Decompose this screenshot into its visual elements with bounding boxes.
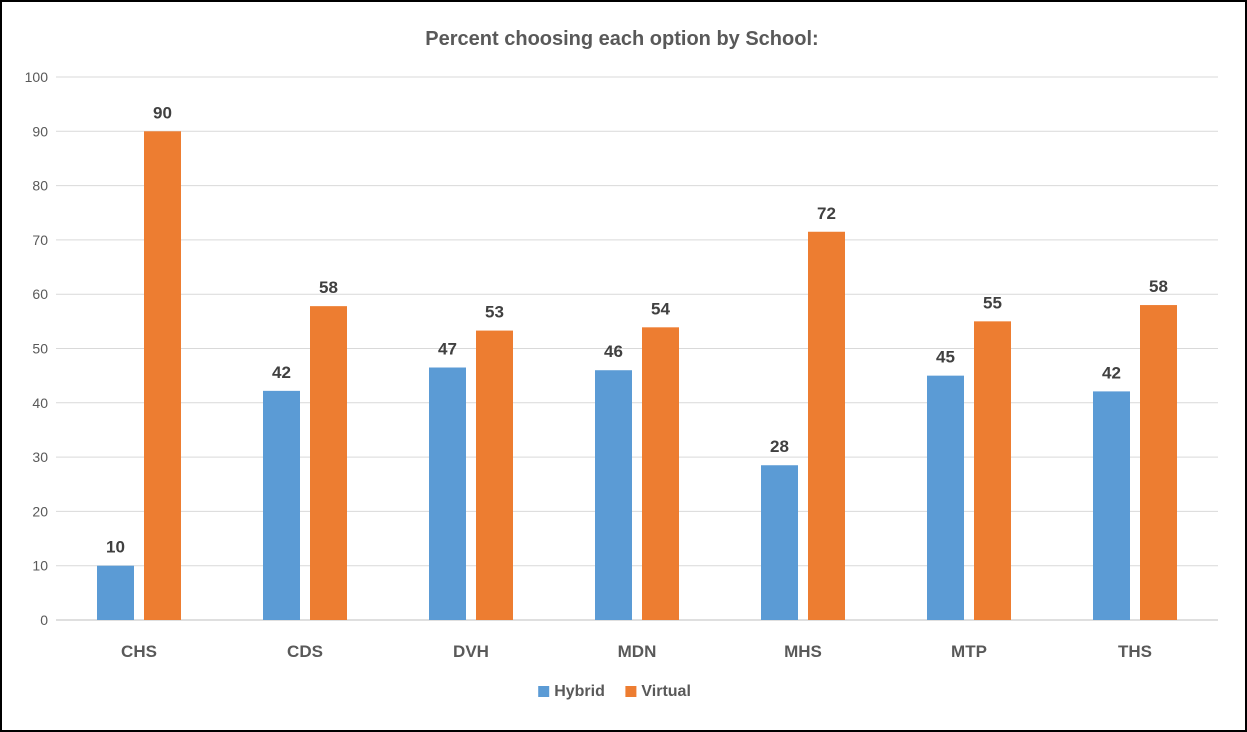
data-label: 58 (319, 278, 338, 297)
data-label: 42 (272, 363, 291, 382)
y-tick-label: 30 (32, 449, 48, 465)
bar-virtual-chs (144, 131, 181, 621)
data-label: 53 (485, 303, 504, 322)
data-label: 45 (936, 348, 955, 367)
y-tick-label: 60 (32, 286, 48, 302)
bar-virtual-mhs (808, 231, 845, 620)
y-tick-label: 80 (32, 178, 48, 194)
chart-title: Percent choosing each option by School: (425, 28, 818, 50)
legend-label-virtual: Virtual (641, 683, 691, 700)
legend: Hybrid Virtual (538, 683, 691, 700)
bar-hybrid-dvh (429, 367, 466, 620)
bar-hybrid-chs (97, 565, 134, 620)
bar-virtual-mdn (642, 327, 679, 620)
y-tick-label: 70 (32, 232, 48, 248)
data-label: 58 (1149, 277, 1168, 296)
x-tick-label: MTP (951, 642, 987, 661)
data-label: 55 (983, 293, 1002, 312)
legend-label-hybrid: Hybrid (554, 683, 605, 700)
legend-swatch-hybrid (538, 686, 550, 697)
y-tick-label: 20 (32, 503, 48, 519)
data-label: 28 (770, 437, 789, 456)
data-label: 90 (153, 103, 172, 122)
data-label: 10 (106, 538, 125, 557)
y-tick-label: 40 (32, 395, 48, 411)
x-tick-label: CHS (121, 642, 157, 661)
x-tick-label: DVH (453, 642, 489, 661)
bar-virtual-dvh (476, 330, 513, 620)
legend-swatch-virtual (625, 686, 637, 697)
data-label: 72 (817, 204, 836, 223)
data-label: 42 (1102, 363, 1121, 382)
y-tick-label: 100 (25, 69, 49, 85)
y-tick-label: 10 (32, 558, 48, 574)
y-tick-label: 50 (32, 341, 48, 357)
x-tick-label: THS (1118, 642, 1152, 661)
data-labels: 10 90 42 58 47 53 46 54 28 72 45 55 42 58 (106, 103, 1168, 556)
bar-hybrid-cds (263, 390, 300, 620)
bar-hybrid-ths (1093, 391, 1130, 620)
data-label: 46 (604, 342, 623, 361)
bar-hybrid-mhs (761, 465, 798, 620)
y-axis-tick-labels: 0 10 20 30 40 50 60 70 80 90 100 (25, 69, 49, 628)
data-label: 47 (438, 340, 457, 359)
gridlines (56, 76, 1218, 621)
x-axis-tick-labels: CHS CDS DVH MDN MHS MTP THS (121, 642, 1152, 661)
bars (97, 131, 1177, 621)
bar-virtual-ths (1140, 305, 1177, 620)
bar-hybrid-mtp (927, 375, 964, 620)
bar-virtual-mtp (974, 321, 1011, 620)
bar-hybrid-mdn (595, 370, 632, 620)
x-tick-label: CDS (287, 642, 323, 661)
y-tick-label: 0 (40, 612, 48, 628)
x-tick-label: MDN (618, 642, 657, 661)
y-tick-label: 90 (32, 123, 48, 139)
x-tick-label: MHS (784, 642, 822, 661)
data-label: 54 (651, 299, 670, 318)
bar-virtual-cds (310, 306, 347, 620)
